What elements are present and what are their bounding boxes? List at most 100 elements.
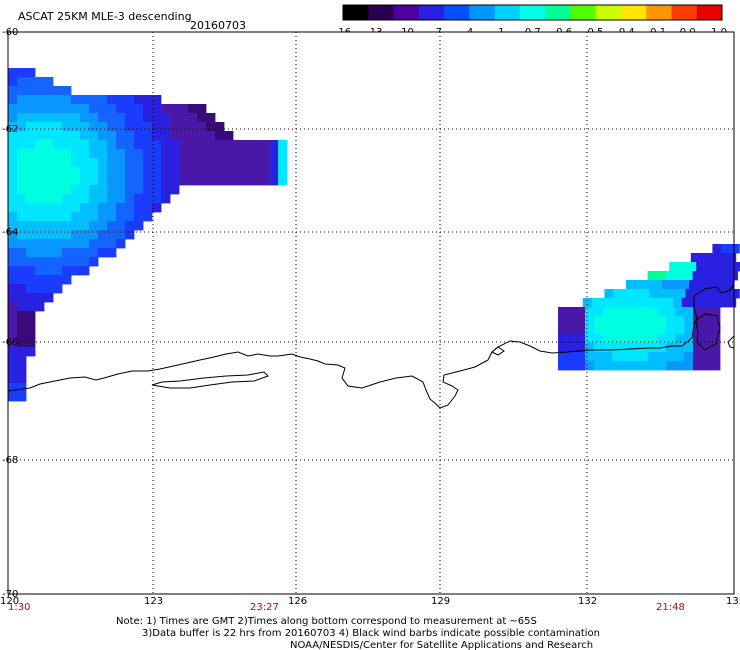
swath-cell <box>666 307 676 317</box>
swath-cell <box>8 185 18 195</box>
swath-cell <box>17 365 27 375</box>
swath-cell <box>98 158 108 168</box>
swath-cell <box>657 316 667 326</box>
swath-cell <box>224 158 234 168</box>
swath-cell <box>17 131 27 141</box>
swath-cell <box>711 325 721 335</box>
swath-cell <box>80 230 90 240</box>
swath-cell <box>53 248 63 258</box>
swath-cell <box>585 352 595 362</box>
swath-cell <box>107 248 117 258</box>
swath-cell <box>80 203 90 213</box>
swath-cell <box>215 149 225 159</box>
swath-cell <box>116 113 126 123</box>
swath-cell <box>53 194 63 204</box>
swath-cell <box>62 257 72 267</box>
time-label: 21:48 <box>656 602 685 613</box>
swath-cell <box>621 334 631 344</box>
swath-cell <box>251 167 261 177</box>
swath-cell <box>645 298 656 308</box>
swath-cell <box>125 122 135 132</box>
swath-cell <box>89 194 99 204</box>
swath-cell <box>197 176 207 186</box>
swath-cell <box>653 280 663 290</box>
swath-cell <box>161 140 171 150</box>
swath-cell <box>242 167 252 177</box>
swath-cell <box>125 167 135 177</box>
swath-cell <box>71 257 81 267</box>
swath-cell <box>648 361 658 371</box>
swath-cell <box>161 104 171 114</box>
swath-cell <box>35 122 45 132</box>
swath-cell <box>98 131 108 141</box>
swath-cell <box>17 284 27 294</box>
swath-cell <box>215 167 225 177</box>
swath-cell <box>89 95 99 105</box>
swath-cell <box>44 239 54 249</box>
swath-cell <box>685 289 695 299</box>
swath-cell <box>251 140 261 150</box>
swath-cell <box>716 280 726 290</box>
swath-cell <box>152 104 162 114</box>
swath-cell <box>80 104 90 114</box>
swath-cell <box>134 194 144 204</box>
swath-cell <box>98 140 108 150</box>
swath-cell <box>197 104 207 114</box>
swath-cell <box>44 203 54 213</box>
longitude-label: 120 <box>0 596 19 607</box>
swath-cell <box>125 149 135 159</box>
swath-cell <box>197 167 207 177</box>
swath-cell <box>17 221 27 231</box>
swath-cell <box>26 221 36 231</box>
swath-cell <box>8 266 18 276</box>
swath-cell <box>35 185 45 195</box>
swath-cell <box>26 239 36 249</box>
swath-cell <box>693 307 703 317</box>
swath-cell <box>44 104 54 114</box>
swath-cell <box>666 325 676 335</box>
swath-cell <box>89 140 99 150</box>
swath-cell <box>107 176 117 186</box>
swath-cell <box>224 167 234 177</box>
swath-cell <box>567 334 577 344</box>
swath-cell <box>80 167 90 177</box>
swath-cell <box>558 325 568 335</box>
swath-cell <box>80 257 90 267</box>
swath-cell <box>648 352 658 362</box>
swath-cell <box>717 298 728 308</box>
swath-cell <box>702 316 712 326</box>
note-line-1: Note: 1) Times are GMT 2)Times along bot… <box>116 616 537 627</box>
swath-cell <box>89 248 99 258</box>
swath-cell <box>170 158 180 168</box>
swath-cell <box>197 113 207 123</box>
swath-cell <box>8 176 18 186</box>
swath-cell <box>98 104 108 114</box>
swath-cell <box>35 248 45 258</box>
swath-cell <box>26 248 36 258</box>
swath-cell <box>224 176 234 186</box>
swath-right <box>558 244 740 371</box>
swath-cell <box>143 203 153 213</box>
swath-cell <box>71 185 81 195</box>
swath-cell <box>35 95 45 105</box>
swath-cell <box>603 334 613 344</box>
swath-cell <box>8 329 18 339</box>
swath-cell <box>116 122 126 132</box>
swath-cell <box>711 316 721 326</box>
swath-cell <box>161 194 171 204</box>
swath-cell <box>125 131 135 141</box>
swath-cell <box>242 140 252 150</box>
swath-cell <box>134 203 144 213</box>
swath-cell <box>693 316 703 326</box>
swath-cell <box>53 176 63 186</box>
swath-cell <box>116 104 126 114</box>
swath-cell <box>89 131 99 141</box>
swath-cell <box>107 203 117 213</box>
swath-cell <box>125 95 135 105</box>
swath-cell <box>708 253 719 263</box>
swath-cell <box>179 158 189 168</box>
swath-cell <box>170 113 180 123</box>
swath-cell <box>585 343 595 353</box>
swath-cell <box>567 343 577 353</box>
latitude-label: -70 <box>2 589 18 600</box>
